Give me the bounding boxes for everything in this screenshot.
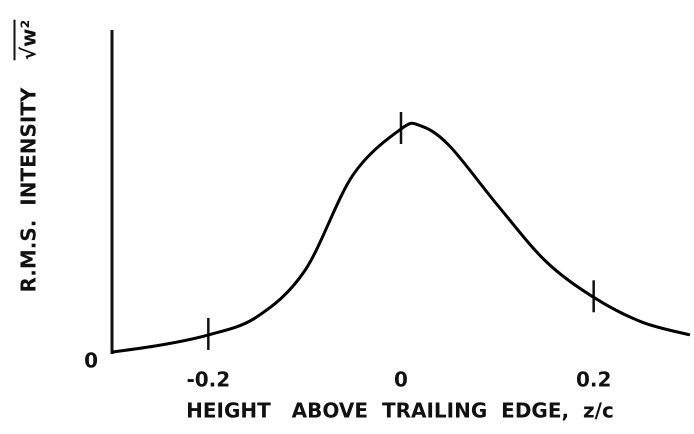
y-axis-label: R.M.S. INTENSITY — [17, 87, 41, 293]
y-tick-label: 0 — [84, 349, 98, 373]
y-axis-symbol: √w² — [17, 20, 41, 61]
x-tick-label: 0.2 — [576, 368, 611, 392]
x-axis-label: HEIGHT ABOVE TRAILING EDGE, z/c — [186, 399, 614, 423]
curve — [111, 121, 691, 354]
x-tick-label: 0 — [394, 368, 408, 392]
x-tick-label: -0.2 — [186, 368, 230, 392]
